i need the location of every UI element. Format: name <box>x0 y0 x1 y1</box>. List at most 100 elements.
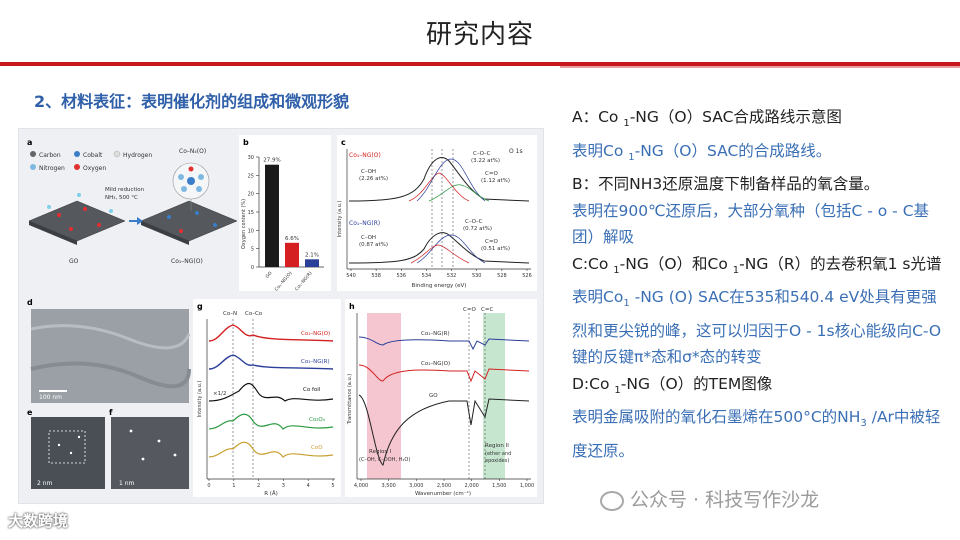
note-a-title: A：Co 1-NG（O）SAC合成路线示意图 <box>572 108 842 130</box>
note-c-title: C:Co 1-NG（O）和Co 1-NG（R）的去卷积氧1 s光谱 <box>572 254 942 276</box>
series-label: Co₁–NG(O) <box>349 152 381 159</box>
x-tick-label: 540 <box>346 273 356 279</box>
top-label: Co–N <box>223 311 237 317</box>
y-tick-label: 0 <box>251 265 254 271</box>
tem-image-d <box>31 309 189 403</box>
y-tick-label: 5 <box>251 247 254 253</box>
x-ticks: 540 538 536 534 532 530 528 526 <box>346 269 532 279</box>
panel-letter: h <box>349 302 355 311</box>
region-label: Region I <box>369 449 392 455</box>
y-axis-label: Transmittance (a.u.) <box>347 374 353 425</box>
legend-label: Cobalt <box>83 152 103 159</box>
peak-label: (2.26 at%) <box>359 176 388 182</box>
x-tick-label: 2,000 <box>465 483 479 489</box>
region-label: (C–OH, C–OOH, H₂O) <box>359 457 410 463</box>
peak-label: (0.87 at%) <box>359 242 388 248</box>
scale-bar-label: 2 nm <box>37 480 53 487</box>
region-ii-band <box>483 313 505 479</box>
x-tick-label: 538 <box>371 273 381 279</box>
legend-label: Nitrogen <box>39 165 65 172</box>
x-tick-label: 1 <box>232 483 235 489</box>
note-b-title: B：不同NH3还原温度下制备样品的氧含量。 <box>572 175 880 194</box>
spectrum-o <box>348 157 530 202</box>
curve-label: GO <box>429 393 438 399</box>
top-label: C=O <box>463 307 476 313</box>
peak-label: (0.51 at%) <box>481 246 510 252</box>
note-d-title: D:Co 1-NG（O）的TEM图像 <box>572 374 773 396</box>
y-ticks: 0 5 10 15 20 25 30 <box>248 155 259 271</box>
series-label: Co₁–NG(R) <box>349 220 380 227</box>
peak-label: C–O–C <box>465 219 483 225</box>
y-tick-label: 25 <box>248 173 254 179</box>
y-tick-label: 30 <box>248 155 254 161</box>
bars: 27.9%GO6.6%Co₁–NG(O)2.1%Co₁–NG(R) <box>263 158 319 293</box>
hydrogen-icon <box>113 150 121 158</box>
corner-label: O 1s <box>509 148 523 155</box>
x-tick-label: 5 <box>331 483 334 489</box>
tem-image-f <box>111 417 189 489</box>
curve-label: Co foil <box>303 387 321 393</box>
x-ticks: 4,000 3,500 3,000 2,500 2,000 1,500 1,000 <box>354 479 534 489</box>
carbon-icon <box>30 151 36 157</box>
curve-label: Co₁–NG(R) <box>301 359 330 365</box>
x-tick-label: 3 <box>282 483 285 489</box>
x-tick-label: 2 <box>257 483 260 489</box>
peak-label: C–OH <box>361 235 376 241</box>
nitrogen-icon <box>30 164 36 170</box>
x-tick-label: 534 <box>422 273 432 279</box>
peak-label: (1.12 at%) <box>481 178 510 184</box>
peak-label: C–O–C <box>473 151 491 157</box>
panel-letter: b <box>243 138 249 147</box>
curve-label: Co₁–NG(O) <box>301 331 330 337</box>
x-tick-label: 526 <box>522 273 532 279</box>
spectrum-r <box>348 232 530 264</box>
panel-g: g Co–N Co–Co Co₁–NG(O) Co₁–NG(R) Co foil… <box>193 299 341 497</box>
x-tick-label: 532 <box>447 273 457 279</box>
y-tick-label: 15 <box>248 210 254 216</box>
tem-image-e <box>31 417 105 489</box>
watermark-left: 大数跨境 <box>8 512 69 530</box>
y-tick-label: 10 <box>248 228 254 234</box>
arrow-label: NH₃, 500 °C <box>105 195 138 201</box>
category-label: GO <box>264 270 273 280</box>
region-label: Region II <box>485 443 509 449</box>
x-tick-label: 536 <box>397 273 407 279</box>
x-axis-label: R (Å) <box>264 490 278 497</box>
page-title: 研究内容 <box>425 20 534 50</box>
panel-letter: a <box>27 138 32 147</box>
x-tick-label: 4,000 <box>354 483 368 489</box>
panel-f: f 1 nm <box>109 408 189 489</box>
note-c-desc: 表明Co1 -NG (O) SAC在535和540.4 eV处具有更强烈和更尖锐… <box>572 288 942 367</box>
panel-h: h C=O C=C Co₁–NG(R) Co₁–NG(O) GO Region … <box>345 299 537 497</box>
figure-svg: a Carbon Cobalt Hydrogen Nitrogen Oxygen… <box>27 135 537 497</box>
note-a-desc: 表明Co 1-NG（O）SAC的合成路线。 <box>572 141 832 163</box>
legend-label: Oxygen <box>83 165 106 172</box>
curve-label: Co₃O₄ <box>309 417 326 423</box>
x-tick-label: 4 <box>307 483 310 489</box>
chat-bubble-icon <box>600 490 624 511</box>
bar <box>305 259 319 267</box>
x-tick-label: 2,500 <box>437 483 451 489</box>
legend-label: Hydrogen <box>123 152 152 159</box>
scale-note: ×1/2 <box>213 391 226 397</box>
graphene-sheet-co-ng <box>140 200 238 242</box>
scale-bar-label: 100 nm <box>39 394 62 401</box>
legend-label: Carbon <box>39 152 61 159</box>
region-label: epoxides) <box>485 458 509 464</box>
curve-label: CoO <box>311 445 323 451</box>
region-label: (ether and <box>485 451 511 457</box>
panel-a: a Carbon Cobalt Hydrogen Nitrogen Oxygen… <box>27 138 238 265</box>
x-tick-label: 528 <box>497 273 507 279</box>
peak-label: (0.72 at%) <box>463 226 492 232</box>
title-divider-accent <box>560 66 960 68</box>
y-axis-label: Intensity (a.u.) <box>337 201 343 238</box>
x-tick-label: 3,500 <box>382 483 396 489</box>
panel-letter: f <box>109 408 113 417</box>
cobalt-icon <box>74 151 80 157</box>
panel-d: d 100 nm <box>27 298 191 403</box>
x-ticks: 0 1 2 3 4 5 <box>207 479 335 489</box>
x-tick-label: 530 <box>472 273 482 279</box>
oxygen-icon <box>74 164 80 170</box>
y-tick-label: 20 <box>248 192 254 198</box>
note-d-desc: 表明金属吸附的氧化石墨烯在500°C的NH3 /Ar中被轻度还原。 <box>572 408 941 461</box>
